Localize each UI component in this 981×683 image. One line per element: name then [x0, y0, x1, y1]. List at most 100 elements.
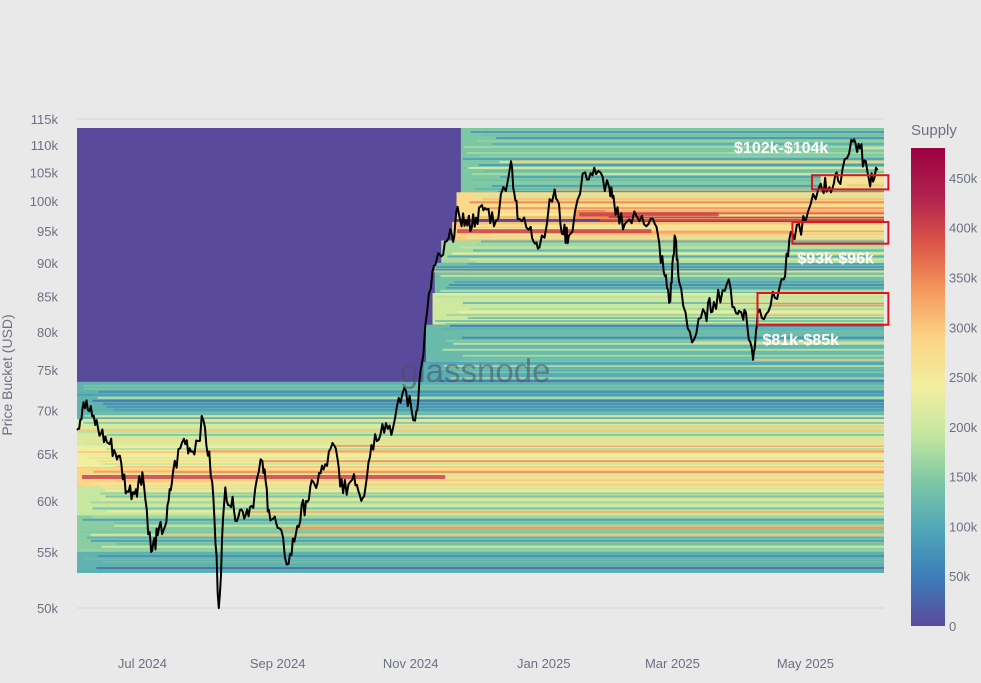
heatmap-streak — [470, 131, 884, 133]
heatmap-streak — [100, 492, 884, 495]
heatmap-streak — [452, 371, 884, 374]
heatmap-streak — [491, 185, 884, 187]
heatmap-streak — [114, 467, 884, 470]
heatmap-streak — [615, 213, 884, 216]
heatmap-streak — [371, 444, 884, 447]
y-tick-label: 60k — [37, 494, 58, 509]
heatmap-streak — [277, 526, 884, 529]
heatmap-bands — [77, 128, 884, 573]
heatmap-streaks — [77, 147, 884, 537]
heatmap-streak — [262, 460, 884, 463]
y-axis-label: Price Bucket (USD) — [0, 314, 15, 435]
heatmap-streak — [484, 207, 884, 210]
heatmap-streak — [460, 192, 884, 195]
highlight-label: $81k-$85k — [762, 332, 839, 349]
y-tick-label: 75k — [37, 363, 58, 378]
heatmap-streak — [314, 483, 884, 486]
heatmap-streak — [115, 479, 884, 482]
x-axis: Jul 2024 Sep 2024 Nov 2024 Jan 2025 Mar 2025… — [118, 656, 834, 671]
colorbar-tick-label: 50k — [949, 569, 970, 584]
heatmap-streak — [157, 534, 884, 537]
heatmap-streak — [437, 368, 884, 371]
heatmap-streak — [99, 504, 884, 507]
y-tick-label: 70k — [37, 403, 58, 418]
colorbar-tick-label: 250k — [949, 370, 978, 385]
heatmap-streak — [98, 390, 884, 393]
heatmap-streak — [83, 421, 884, 424]
heatmap-streak — [82, 518, 884, 521]
heatmap-streak — [86, 457, 884, 460]
colorbar-tick-label: 400k — [949, 221, 978, 236]
heatmap-streak — [103, 561, 884, 564]
heatmap-streak — [462, 305, 884, 308]
heatmap-streak — [468, 167, 884, 169]
heatmap-streak — [97, 427, 884, 430]
heatmap-streak — [436, 380, 884, 383]
heatmap-streak — [530, 225, 884, 228]
heatmap-streak — [83, 384, 884, 387]
heatmap-streak — [877, 169, 884, 172]
heatmap-streak — [89, 552, 884, 555]
heatmap-streak — [459, 360, 884, 363]
heatmap-streak — [450, 377, 884, 380]
y-axis: 115k 110k 105k 100k 95k 90k 85k 80k 75k 70k 65k 60k… — [30, 112, 59, 616]
heatmap-streak — [470, 149, 884, 151]
heatmap-streak — [91, 539, 884, 542]
colorbar-tick-label: 350k — [949, 270, 978, 285]
heatmap-streak — [472, 249, 884, 252]
heatmap-streak — [461, 336, 884, 339]
price-series-line — [76, 138, 879, 609]
heatmap-streak — [462, 302, 884, 305]
heatmap-streak — [462, 330, 884, 333]
heatmap-streak — [470, 179, 884, 181]
heatmap-streak — [116, 381, 884, 384]
y-tick-label: 65k — [37, 447, 58, 462]
heatmap-streak — [467, 152, 884, 154]
heatmap-streak — [436, 296, 884, 299]
heatmap-streak — [242, 510, 884, 513]
highlight-boxes: $102k-$104k $93k-$96k $81k-$85k — [734, 140, 890, 349]
y-tick-label: 100k — [30, 194, 59, 209]
heatmap-streak — [713, 301, 884, 304]
colorbar-title: Supply — [911, 122, 957, 139]
heatmap-streak — [446, 286, 884, 289]
heatmap-streak — [80, 530, 884, 533]
heatmap-streak — [476, 204, 884, 207]
heatmap-streak — [439, 374, 884, 377]
heatmap-streak — [116, 542, 884, 545]
heatmap-streak — [663, 270, 884, 273]
heatmap-streak — [820, 182, 884, 185]
heatmap-streak — [641, 214, 884, 217]
heatmap-streak — [192, 450, 884, 453]
heatmap-streak — [106, 448, 884, 451]
heatmap-streak — [482, 170, 884, 172]
heatmap-streak — [80, 564, 884, 567]
heatmap-streak — [98, 513, 884, 516]
heatmap-streak — [569, 233, 884, 236]
heatmap-streak — [435, 268, 884, 271]
heatmap-streak — [79, 548, 884, 551]
heatmap-streak — [469, 308, 884, 311]
heatmap-streak — [476, 261, 884, 264]
colorbar-tick-label: 300k — [949, 320, 978, 335]
heatmap-streak — [474, 182, 884, 184]
heatmap-streak — [511, 160, 884, 163]
heatmap-streak — [106, 405, 884, 408]
heatmap-streak — [496, 137, 884, 139]
heatmap-streak — [476, 243, 884, 246]
heatmap-streak — [753, 358, 884, 361]
heatmap-streak — [81, 439, 884, 442]
heatmap-streak — [435, 293, 884, 296]
heatmap-streak — [353, 473, 884, 476]
y-tick-label: 95k — [37, 224, 58, 239]
y-tick-label: 90k — [37, 256, 58, 271]
heatmap-streak — [92, 415, 884, 418]
heatmap-streak — [482, 198, 884, 201]
highlight-label: $102k-$104k — [734, 140, 828, 157]
heatmap-streak — [462, 158, 884, 160]
colorbar-tick-label: 450k — [949, 171, 978, 186]
y-tick-label: 50k — [37, 601, 58, 616]
highlight-box — [811, 174, 890, 191]
x-tick-label: Sep 2024 — [250, 656, 306, 671]
heatmap-streak — [492, 143, 884, 145]
